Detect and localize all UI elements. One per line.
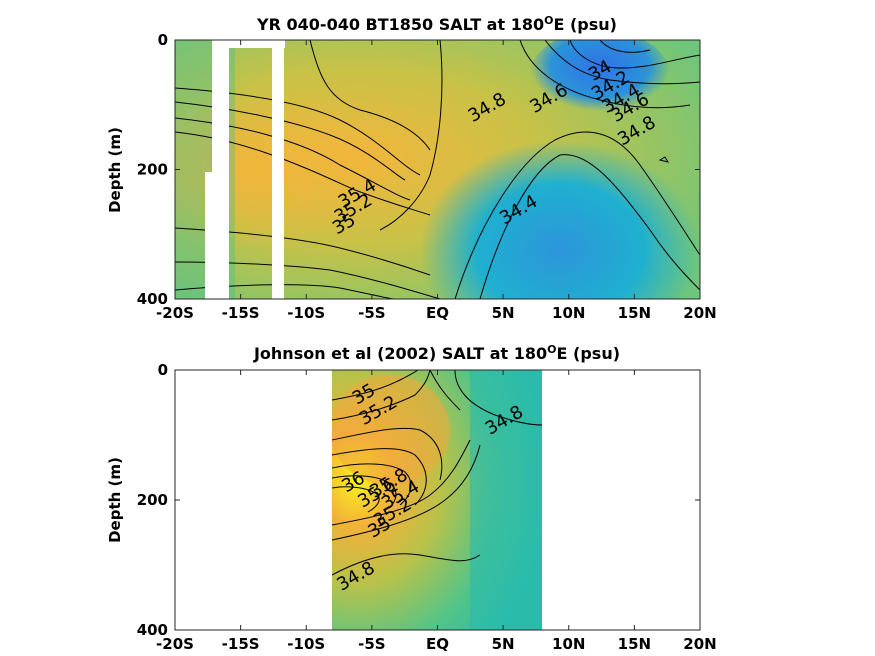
x-tick-label: EQ xyxy=(426,304,449,322)
heatmap-top xyxy=(175,40,700,299)
axis-ticks-bottom: -20S -15S -10S -5S EQ 5N 10N 15N 20N 0 200 400 xyxy=(137,361,717,653)
y-tick-label: 400 xyxy=(137,290,168,308)
y-tick-label: 0 xyxy=(158,31,168,49)
x-tick-label: -10S xyxy=(287,635,325,653)
x-tick-label: -10S xyxy=(287,304,325,322)
x-tick-label: 10N xyxy=(552,635,585,653)
y-axis-label-top: Depth (m) xyxy=(106,127,124,213)
heatmap-bottom xyxy=(332,370,542,630)
x-tick-label: -20S xyxy=(156,304,194,322)
x-tick-label: -5S xyxy=(358,635,385,653)
y-tick-label: 200 xyxy=(137,161,168,179)
x-tick-label: 5N xyxy=(492,304,515,322)
x-tick-label: 20N xyxy=(683,304,716,322)
x-tick-label: 10N xyxy=(552,304,585,322)
axis-ticks-top: -20S -15S -10S -5S EQ 5N 10N 15N 20N 0 200 400 xyxy=(137,31,717,322)
y-tick-label: 0 xyxy=(158,361,168,379)
x-tick-label: 20N xyxy=(683,635,716,653)
y-axis-label-bottom: Depth (m) xyxy=(106,457,124,543)
y-tick-label: 200 xyxy=(137,491,168,509)
x-tick-label: -5S xyxy=(358,304,385,322)
chart-title-top: YR 040-040 BT1850 SALT at 180OE (psu) xyxy=(256,14,617,34)
x-tick-label: 15N xyxy=(618,635,651,653)
x-tick-label: -20S xyxy=(156,635,194,653)
chart-title-bottom: Johnson et al (2002) SALT at 180OE (psu) xyxy=(253,343,620,363)
x-tick-label: 15N xyxy=(618,304,651,322)
x-tick-label: EQ xyxy=(426,635,449,653)
x-tick-label: -15S xyxy=(222,635,260,653)
x-tick-label: 5N xyxy=(492,635,515,653)
y-tick-label: 400 xyxy=(137,621,168,639)
x-tick-label: -15S xyxy=(222,304,260,322)
